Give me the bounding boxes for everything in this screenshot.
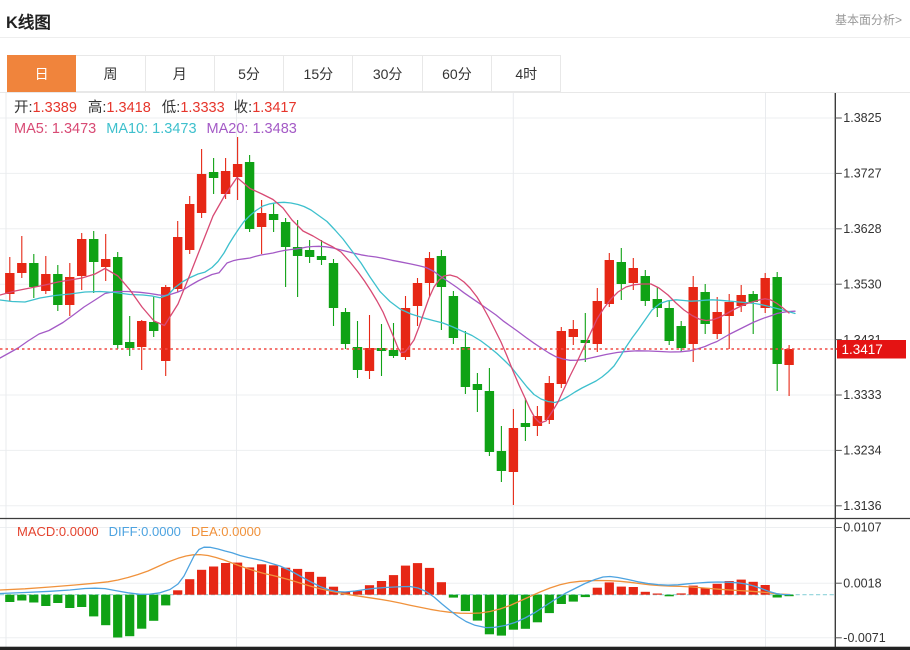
svg-text:1.3417: 1.3417 [842,342,883,357]
svg-text:-0.0071: -0.0071 [843,631,885,645]
svg-text:1.3234: 1.3234 [843,444,881,458]
svg-text:1.3727: 1.3727 [843,167,881,181]
svg-text:0.0018: 0.0018 [843,576,881,590]
svg-text:1.3825: 1.3825 [843,111,881,125]
svg-text:1.3333: 1.3333 [843,388,881,402]
svg-text:1.3530: 1.3530 [843,277,881,291]
svg-text:1.3136: 1.3136 [843,499,881,513]
svg-text:0.0107: 0.0107 [843,521,881,535]
svg-text:1.3628: 1.3628 [843,222,881,236]
